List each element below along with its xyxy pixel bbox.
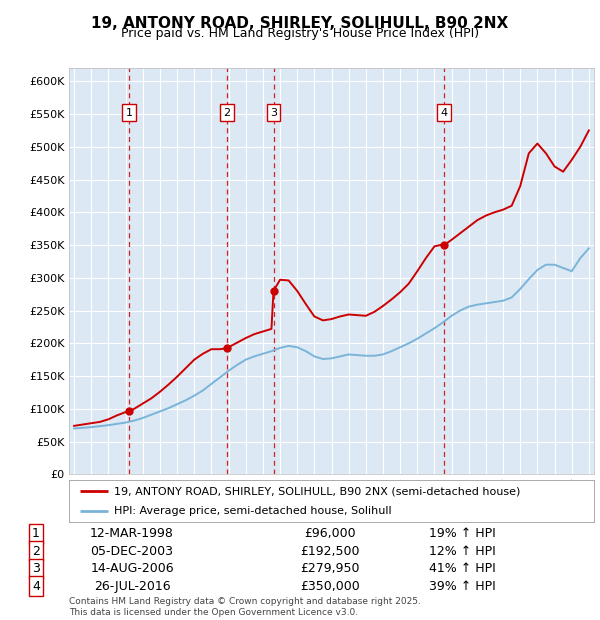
Text: 2: 2 — [32, 545, 40, 558]
Text: 2: 2 — [224, 108, 231, 118]
Text: 19, ANTONY ROAD, SHIRLEY, SOLIHULL, B90 2NX (semi-detached house): 19, ANTONY ROAD, SHIRLEY, SOLIHULL, B90 … — [113, 486, 520, 496]
Text: 39% ↑ HPI: 39% ↑ HPI — [428, 580, 496, 593]
Text: 3: 3 — [270, 108, 277, 118]
Text: Contains HM Land Registry data © Crown copyright and database right 2025.
This d: Contains HM Land Registry data © Crown c… — [69, 598, 421, 617]
Text: 4: 4 — [32, 580, 40, 593]
Text: 3: 3 — [32, 562, 40, 575]
Text: 1: 1 — [125, 108, 133, 118]
Text: £192,500: £192,500 — [300, 545, 360, 558]
Text: 41% ↑ HPI: 41% ↑ HPI — [428, 562, 496, 575]
Text: Price paid vs. HM Land Registry's House Price Index (HPI): Price paid vs. HM Land Registry's House … — [121, 27, 479, 40]
Text: £350,000: £350,000 — [300, 580, 360, 593]
Text: 14-AUG-2006: 14-AUG-2006 — [90, 562, 174, 575]
Text: 26-JUL-2016: 26-JUL-2016 — [94, 580, 170, 593]
Text: HPI: Average price, semi-detached house, Solihull: HPI: Average price, semi-detached house,… — [113, 506, 391, 516]
Text: 19, ANTONY ROAD, SHIRLEY, SOLIHULL, B90 2NX: 19, ANTONY ROAD, SHIRLEY, SOLIHULL, B90 … — [91, 16, 509, 30]
Text: 12% ↑ HPI: 12% ↑ HPI — [428, 545, 496, 558]
Text: £279,950: £279,950 — [300, 562, 360, 575]
Text: 05-DEC-2003: 05-DEC-2003 — [91, 545, 173, 558]
Text: 19% ↑ HPI: 19% ↑ HPI — [428, 528, 496, 541]
Text: 4: 4 — [440, 108, 448, 118]
Text: 12-MAR-1998: 12-MAR-1998 — [90, 528, 174, 541]
Text: £96,000: £96,000 — [304, 528, 356, 541]
Text: 1: 1 — [32, 528, 40, 541]
